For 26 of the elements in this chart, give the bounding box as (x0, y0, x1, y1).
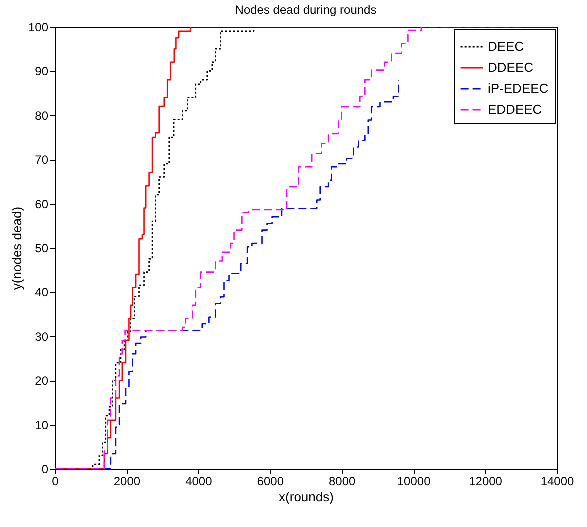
x-tick-label: 8000 (329, 474, 356, 488)
y-tick-label: 50 (35, 242, 49, 256)
x-tick-label: 0 (52, 474, 60, 488)
y-tick-label: 60 (35, 197, 49, 212)
legend-label: DEEC (488, 39, 524, 54)
y-tick-label: 0 (42, 462, 49, 476)
y-tick-label: 30 (35, 330, 49, 344)
y-tick-label: 80 (35, 108, 49, 123)
y-tick-label: 20 (35, 374, 49, 388)
y-axis-title: y(nodes dead) (9, 206, 24, 290)
x-tick-label: 2000 (114, 474, 141, 488)
chart-title: Nodes dead during rounds (235, 3, 377, 17)
legend-label: EDDEEC (488, 102, 542, 117)
x-tick-label: 4000 (186, 474, 213, 488)
legend-label: DDEEC (488, 60, 534, 75)
legend-label: iP-EDEEC (488, 81, 549, 96)
y-tick-label: 10 (35, 418, 49, 432)
x-tick-label: 6000 (257, 474, 284, 488)
y-tick-label: 100 (28, 20, 49, 34)
y-tick-label: 40 (35, 286, 49, 300)
x-tick-label: 12000 (469, 474, 503, 488)
y-tick-label: 70 (35, 153, 49, 168)
x-tick-label: 14000 (540, 474, 575, 488)
x-axis-title: x(rounds) (279, 490, 334, 504)
y-tick-label: 90 (35, 64, 49, 79)
x-tick-label: 10000 (397, 474, 432, 488)
